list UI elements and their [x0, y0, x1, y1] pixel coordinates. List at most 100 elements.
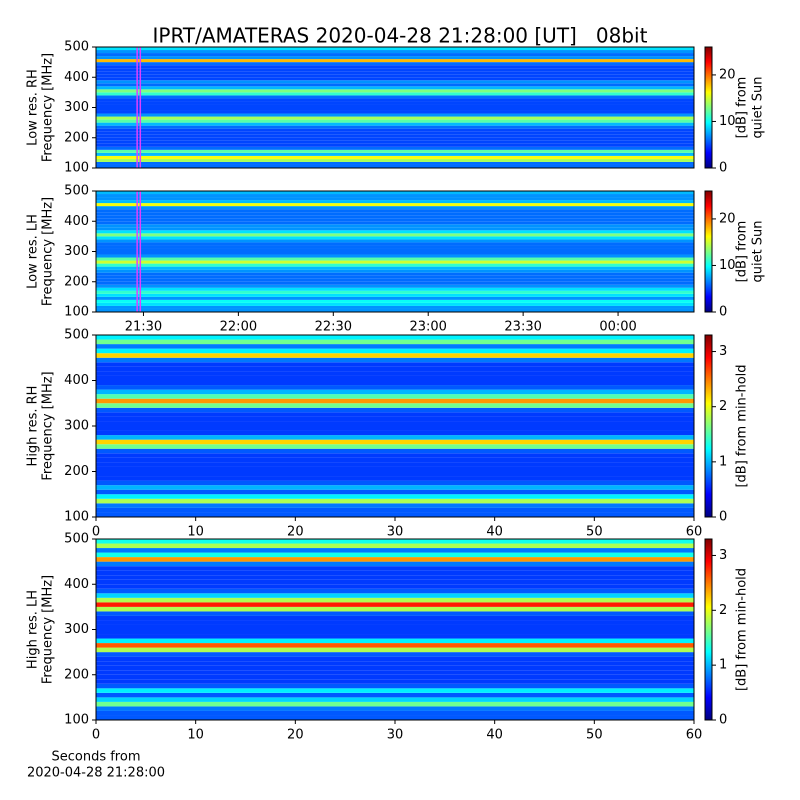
heat-cell: [96, 398, 694, 404]
heat-cell: [96, 335, 694, 340]
x-tick-label: 0: [92, 728, 100, 743]
heat-cell: [96, 647, 694, 653]
heat-cell: [96, 380, 694, 386]
heat-cell: [96, 462, 694, 467]
heat-cell: [96, 683, 694, 689]
heat-cell: [96, 158, 694, 162]
y-tick-label: 200: [64, 667, 89, 682]
heat-cell: [96, 476, 694, 481]
colorbar-tick-label: 2: [719, 603, 727, 618]
heat-cell: [96, 548, 694, 553]
heat-cell: [96, 539, 694, 544]
heat-cell: [96, 122, 694, 126]
y-tick-label: 500: [64, 184, 89, 199]
y-tick-label: 100: [64, 510, 89, 525]
heat-cell: [96, 272, 694, 276]
heat-cell: [96, 638, 694, 644]
x-tick-label: 20: [287, 525, 304, 540]
heat-cell: [96, 344, 694, 349]
colorbar-tick-label: 3: [719, 344, 727, 359]
heat-cell: [96, 152, 694, 156]
x-tick-label: 22:30: [315, 320, 352, 335]
heat-cell: [96, 224, 694, 228]
y-tick-label: 200: [64, 274, 89, 289]
heat-cell: [96, 362, 694, 367]
y-tick-label: 300: [64, 419, 89, 434]
heat-cell: [96, 624, 694, 630]
heat-cell: [96, 212, 694, 216]
heat-cell: [96, 385, 694, 390]
y-tick-label: 300: [64, 622, 89, 637]
heat-cell: [96, 489, 694, 495]
heat-cell: [96, 77, 694, 81]
heat-cell: [96, 430, 694, 436]
heat-cell: [96, 661, 694, 666]
heat-cell: [96, 143, 694, 147]
heat-cell: [96, 403, 694, 408]
heat-cell: [96, 290, 694, 294]
y-tick-label: 400: [64, 70, 89, 85]
heat-cell: [96, 293, 694, 297]
y-tick-label: 400: [64, 373, 89, 388]
heat-cell: [96, 543, 694, 549]
heat-cell: [96, 125, 694, 129]
heat-cell: [96, 611, 694, 616]
heat-cell: [96, 512, 694, 517]
x-tick-label: 50: [586, 728, 603, 743]
y-tick-label: 500: [64, 328, 89, 343]
heat-cell: [96, 688, 694, 693]
heat-cell: [96, 674, 694, 680]
x-tick-label: 00:00: [599, 320, 636, 335]
y-tick-label: 100: [64, 305, 89, 320]
heat-cell: [96, 206, 694, 210]
heat-cell: [96, 233, 694, 237]
heat-cell: [96, 113, 694, 117]
heat-cell: [96, 194, 694, 198]
heat-cell: [96, 209, 694, 213]
heat-cell: [96, 95, 694, 99]
y-tick-label: 100: [64, 161, 89, 176]
heat-cell: [96, 299, 694, 303]
heat-cell: [96, 366, 694, 372]
heat-cell: [96, 503, 694, 508]
heat-cell: [96, 269, 694, 273]
heat-cell: [96, 239, 694, 243]
heat-cell: [96, 353, 694, 358]
heat-cell: [96, 679, 694, 684]
x-tick-label: 0: [92, 525, 100, 540]
heat-cell: [96, 656, 694, 662]
colorbar-tick-label: 3: [719, 548, 727, 563]
heat-cell: [96, 593, 694, 598]
x-tick-label: 40: [486, 728, 503, 743]
colorbar-tick-label: 20: [719, 211, 736, 226]
heat-cell: [96, 453, 694, 458]
colorbar: [704, 190, 713, 313]
y-axis-label: Frequency [MHz]: [41, 53, 56, 162]
heat-cell: [96, 275, 694, 279]
colorbar: [704, 334, 713, 518]
heat-cell: [96, 444, 694, 449]
heat-cell: [96, 137, 694, 141]
heat-cell: [96, 215, 694, 219]
chart-title: IPRT/AMATERAS 2020-04-28 21:28:00 [UT] 0…: [153, 24, 648, 48]
heat-cell: [96, 643, 694, 648]
heat-cell: [96, 480, 694, 486]
heat-cell: [96, 466, 694, 472]
x-tick-label: 22:00: [220, 320, 257, 335]
heat-cell: [96, 119, 694, 123]
heat-cell: [96, 426, 694, 431]
heat-cell: [96, 251, 694, 255]
heat-cell: [96, 59, 694, 63]
heat-cell: [96, 457, 694, 463]
colorbar: [704, 46, 713, 169]
y-tick-label: 200: [64, 130, 89, 145]
heat-cell: [96, 128, 694, 132]
y-tick-label: 200: [64, 464, 89, 479]
heat-cell: [96, 407, 694, 413]
y-axis-label: Low res. LH: [26, 214, 41, 289]
colorbar-tick-label: 1: [719, 658, 727, 673]
heat-cell: [96, 245, 694, 249]
y-axis-label: Low res. RH: [26, 69, 41, 146]
y-tick-label: 100: [64, 713, 89, 728]
